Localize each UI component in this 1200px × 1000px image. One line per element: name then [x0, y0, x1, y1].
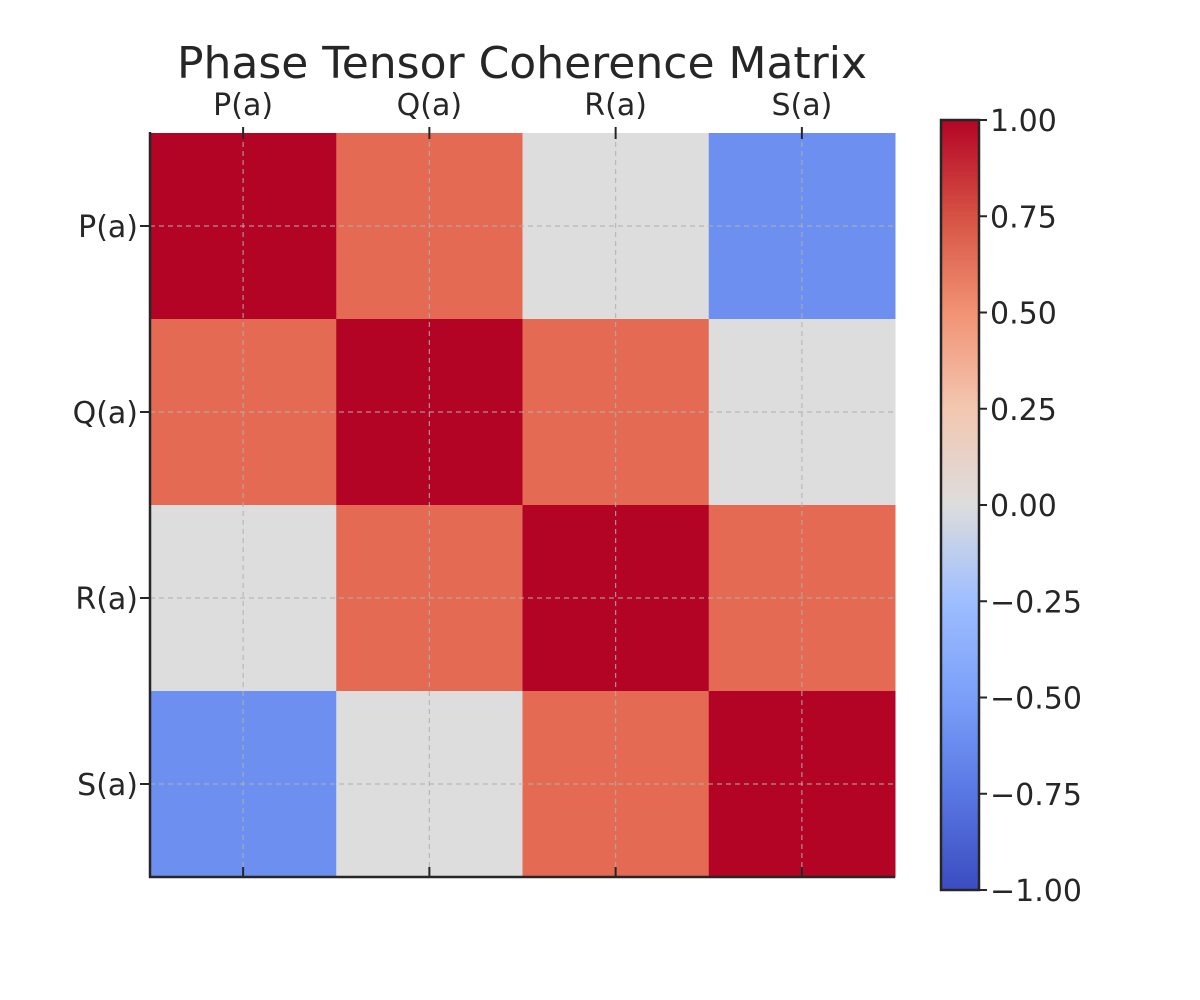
y-tick-label: P(a) — [78, 210, 138, 245]
colorbar-tick-label: 0.25 — [990, 393, 1057, 428]
colorbar-tick-label: 0.00 — [990, 489, 1057, 524]
colorbar-tick-label: 1.00 — [990, 104, 1057, 139]
x-tick-label: Q(a) — [397, 88, 462, 123]
colorbar-ticks: 1.00 0.75 0.50 0.25 0.00 −0.25 −0.50 −0.75 −1.00 — [979, 104, 1082, 909]
colorbar-tick-label: 0.50 — [990, 297, 1057, 332]
colorbar-tick-label: −0.75 — [990, 778, 1082, 813]
colorbar-tick-label: −0.25 — [990, 585, 1082, 620]
y-tick-label: R(a) — [75, 582, 138, 617]
x-tick-label: S(a) — [771, 88, 832, 123]
colorbar-gradient — [941, 120, 979, 890]
colorbar-tick-label: −1.00 — [990, 874, 1082, 909]
x-tick-label: P(a) — [213, 88, 273, 123]
colorbar: 1.00 0.75 0.50 0.25 0.00 −0.25 −0.50 −0.75 −1.00 — [941, 104, 1082, 909]
colorbar-tick-label: −0.50 — [990, 682, 1082, 717]
x-tick-label: R(a) — [584, 88, 647, 123]
y-axis-ticks: P(a) Q(a) R(a) S(a) — [73, 210, 150, 803]
colorbar-tick-label: 0.75 — [990, 200, 1057, 235]
y-tick-label: Q(a) — [73, 396, 138, 431]
y-tick-label: S(a) — [77, 768, 138, 803]
chart-title: Phase Tensor Coherence Matrix — [177, 38, 867, 89]
heatmap-cells — [150, 133, 896, 878]
